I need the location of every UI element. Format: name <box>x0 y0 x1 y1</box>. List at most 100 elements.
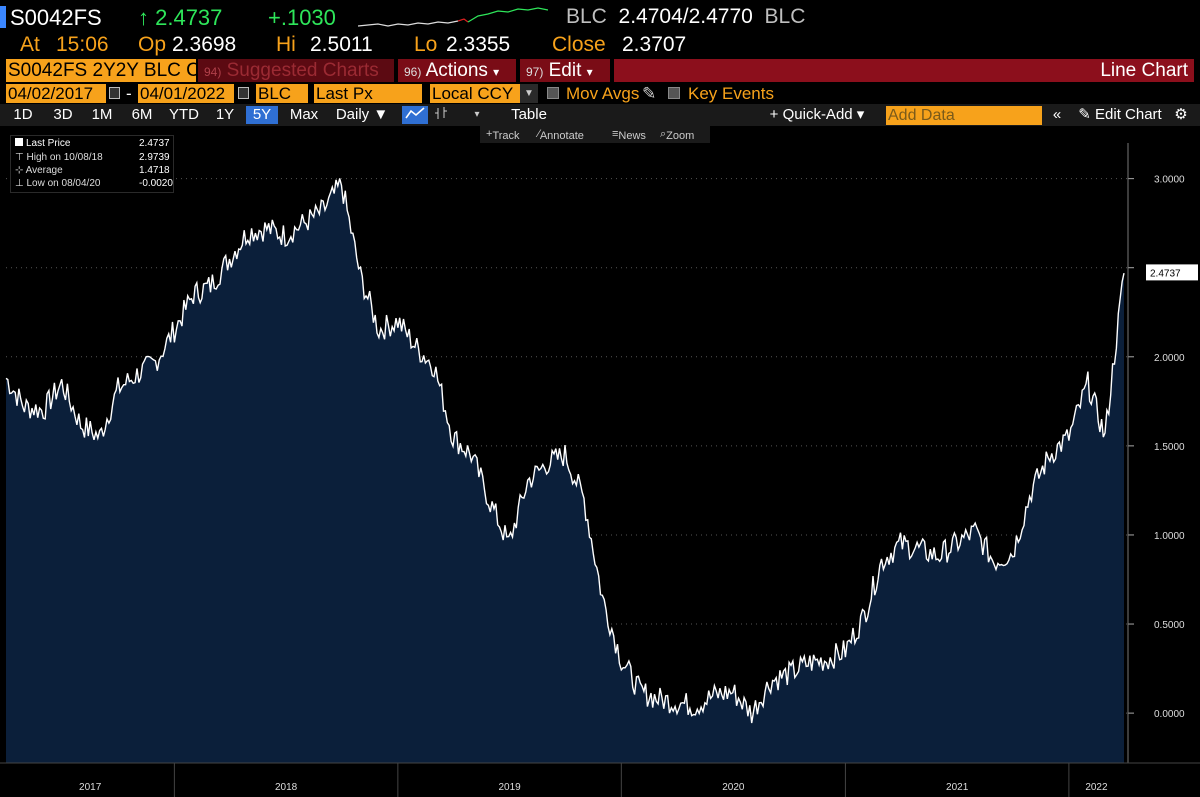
security-field[interactable]: S0042FS 2Y2Y BLC Curncy <box>6 59 196 82</box>
suggested-charts-button[interactable]: 94) Suggested Charts <box>198 59 394 82</box>
chart-style-dropdown-icon[interactable]: ▾ <box>474 109 480 120</box>
last-value-tag: 2.4737 <box>1146 264 1198 281</box>
y-tick-label: 1.0000 <box>1154 531 1185 542</box>
quote-header: S0042FS ↑ 2.4737 +.1030 BLC 2.4704/2.477… <box>0 0 1200 34</box>
close-label: Close <box>552 33 606 56</box>
close-value: 2.3707 <box>622 33 687 56</box>
field-input[interactable]: Last Px <box>314 84 422 103</box>
parameters-row: 04/02/2017 - 04/01/2022 BLC Last Px Loca… <box>0 83 1200 104</box>
y-tick-label: 3.0000 <box>1154 175 1185 186</box>
edit-menu[interactable]: 97) Edit ▾ <box>520 59 610 82</box>
pencil-icon[interactable]: ✎ <box>642 84 657 103</box>
y-tick-label: 1.5000 <box>1154 442 1185 453</box>
legend-avg-label: Average <box>25 165 63 176</box>
mov-avgs-label[interactable]: Mov Avgs <box>566 84 640 103</box>
sparkline-green <box>467 7 548 23</box>
end-date-input[interactable]: 04/01/2022 <box>138 84 234 103</box>
add-data-input[interactable]: Add Data <box>886 106 1042 125</box>
source-input[interactable]: BLC <box>256 84 308 103</box>
zoom-label: Zoom <box>666 130 695 142</box>
key-events-label[interactable]: Key Events <box>688 84 774 103</box>
y-tick-label: 0.5000 <box>1154 620 1185 631</box>
annotate-label: Annotate <box>539 130 584 142</box>
at-label: At <box>20 33 40 56</box>
start-date-input[interactable]: 04/02/2017 <box>6 84 106 103</box>
chart-toolbar: S0042FS 2Y2Y BLC Curncy 94) Suggested Ch… <box>0 59 1200 82</box>
last-price: ↑ 2.4737 <box>138 5 223 30</box>
ticker-symbol[interactable]: S0042FS <box>10 5 102 30</box>
annotate-tool[interactable]: ⁄ Annotate <box>538 128 584 142</box>
legend-high-row: ⊤ High on 10/08/18 <box>15 152 103 163</box>
table-button[interactable]: Table <box>511 106 547 123</box>
ask-source: BLC <box>764 5 806 28</box>
range-1d[interactable]: 1D <box>13 106 33 123</box>
edit-caret-icon: ▾ <box>586 65 593 79</box>
x-tick-label: 2017 <box>79 782 102 793</box>
net-change: +.1030 <box>268 5 336 30</box>
edit-number: 97) <box>526 65 544 79</box>
start-calendar-icon[interactable] <box>109 87 120 99</box>
frequency-select[interactable]: Daily ▼ <box>335 106 389 123</box>
low-value: 2.3355 <box>446 33 511 56</box>
key-events-checkbox[interactable] <box>668 87 680 99</box>
range-3d[interactable]: 3D <box>53 106 73 123</box>
quick-add-button[interactable]: + Quick-Add ▾ <box>769 106 865 123</box>
gear-icon[interactable]: ⚙ <box>1174 106 1188 123</box>
open-label: Op <box>138 33 167 56</box>
chart-legend[interactable]: Last Price 2.4737 ⊤ High on 10/08/18 2.9… <box>10 135 174 193</box>
y-tick-label: 0.0000 <box>1154 709 1185 720</box>
suggested-charts-number: 94) <box>204 65 222 79</box>
range-5y[interactable]: 5Y <box>246 106 278 124</box>
news-tool[interactable]: ≡ News <box>612 128 646 142</box>
bid-ask: BLC 2.4704/2.4770 BLC <box>566 5 805 29</box>
legend-last-label: Last Price <box>26 138 71 149</box>
actions-menu[interactable]: 96) Actions ▾ <box>398 59 516 82</box>
high-label: Hi <box>276 33 296 56</box>
legend-low-row: ⊥ Low on 08/04/20 <box>15 178 100 189</box>
x-tick-label: 2020 <box>722 782 745 793</box>
x-tick-label: 2018 <box>275 782 298 793</box>
news-label: News <box>618 130 646 142</box>
zoom-tool[interactable]: ⌕ Zoom <box>660 128 695 142</box>
ohlc-row: At 15:06 Op 2.3698 Hi 2.5011 Lo 2.3355 C… <box>0 33 1200 59</box>
currency-select[interactable]: Local CCY <box>430 84 520 103</box>
currency-dropdown-icon[interactable]: ▼ <box>520 84 538 103</box>
security-marker <box>0 6 6 28</box>
chart-type-label: Line Chart <box>614 59 1194 82</box>
collapse-button[interactable]: « <box>1052 106 1062 123</box>
low-marker-icon: ⊥ <box>15 178 27 189</box>
range-max[interactable]: Max <box>289 106 319 123</box>
track-tool[interactable]: + Track <box>486 128 520 142</box>
range-bar: 1D 3D 1M 6M YTD 1Y 5Y Max Daily ▼ ▾ Tabl… <box>0 104 1200 126</box>
edit-label: Edit <box>548 60 582 81</box>
actions-number: 96) <box>404 65 422 79</box>
average-marker-icon: ⊹ <box>15 165 26 176</box>
bid-source: BLC <box>566 5 607 28</box>
price-chart[interactable]: 0.00000.50001.00001.50002.00002.50003.00… <box>0 143 1200 797</box>
date-range-dash: - <box>126 84 132 103</box>
bar-chart-icon[interactable] <box>430 106 452 124</box>
range-ytd[interactable]: YTD <box>169 106 199 123</box>
range-1y[interactable]: 1Y <box>215 106 235 123</box>
bid-ask-separator: / <box>682 5 689 28</box>
end-calendar-icon[interactable] <box>238 87 249 99</box>
bid-price: 2.4704 <box>618 5 683 28</box>
low-label: Lo <box>414 33 438 56</box>
pencil-icon: ✎ <box>1078 106 1091 123</box>
legend-high-value: 2.9739 <box>139 152 170 163</box>
line-chart-icon[interactable] <box>402 106 428 124</box>
price-line <box>5 178 1125 724</box>
x-axis: 2017 2018 2019 2020 2021 2022 <box>0 762 1200 797</box>
legend-avg-row: ⊹ Average <box>15 165 63 176</box>
ask-price: 2.4770 <box>688 5 753 28</box>
legend-last-value: 2.4737 <box>139 138 170 149</box>
edit-chart-button[interactable]: ✎ Edit Chart <box>1074 106 1166 124</box>
range-1m[interactable]: 1M <box>91 106 113 123</box>
y-axis: 0.00000.50001.00001.50002.00002.50003.00… <box>1127 143 1185 763</box>
high-marker-icon: ⊤ <box>15 152 27 163</box>
range-6m[interactable]: 6M <box>131 106 153 123</box>
legend-swatch <box>15 138 23 146</box>
mov-avgs-checkbox[interactable] <box>547 87 559 99</box>
actions-caret-icon: ▾ <box>493 65 500 79</box>
legend-high-label: High on 10/08/18 <box>26 152 103 163</box>
